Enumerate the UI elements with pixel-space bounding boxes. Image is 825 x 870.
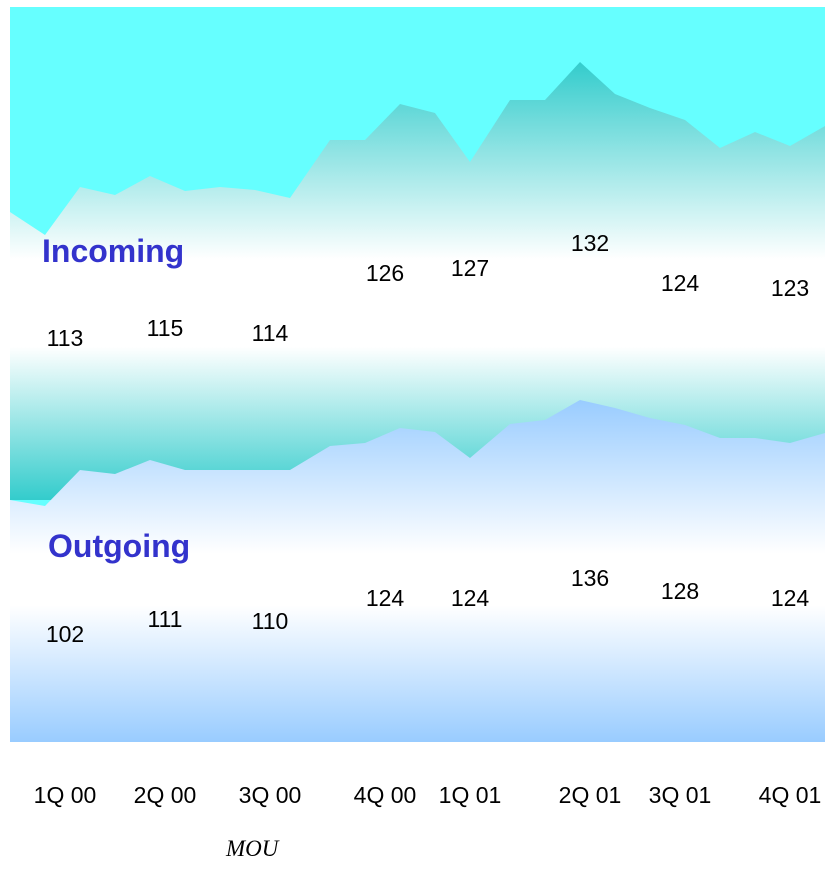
incoming-area <box>10 62 825 500</box>
x-tick-label: 2Q 01 <box>559 782 622 808</box>
x-tick-label: 3Q 01 <box>649 782 712 808</box>
x-tick-label: 4Q 00 <box>354 782 417 808</box>
outgoing-data-labels: 102 111 110 124 124 136 128 124 <box>46 565 810 647</box>
series-label-outgoing: Outgoing <box>48 528 190 564</box>
x-axis-tick-labels: 1Q 00 2Q 00 3Q 00 4Q 00 1Q 01 2Q 01 3Q 01 4Q 01 <box>34 782 822 808</box>
x-tick-label: 1Q 00 <box>34 782 97 808</box>
incoming-value-label: 123 <box>771 275 809 301</box>
incoming-value-label: 124 <box>661 270 700 296</box>
series-label-incoming: Incoming <box>42 233 184 269</box>
outgoing-value-label: 136 <box>571 565 609 591</box>
x-tick-label: 1Q 01 <box>439 782 502 808</box>
outgoing-value-label: 102 <box>46 621 84 647</box>
incoming-value-label: 132 <box>571 230 609 256</box>
incoming-value-label: 115 <box>147 315 184 341</box>
incoming-data-labels: 113 115 114 126 127 132 124 123 <box>47 230 810 351</box>
plot-area <box>10 7 825 742</box>
outgoing-value-label: 110 <box>252 608 289 634</box>
incoming-value-label: 113 <box>47 325 84 351</box>
x-tick-label: 3Q 00 <box>239 782 302 808</box>
footer-label: MOU <box>225 836 280 861</box>
outgoing-value-label: 124 <box>451 585 490 611</box>
outgoing-value-label: 128 <box>661 578 699 604</box>
incoming-value-label: 114 <box>252 320 289 346</box>
incoming-value-label: 126 <box>366 260 404 286</box>
x-tick-label: 2Q 00 <box>134 782 197 808</box>
outgoing-value-label: 111 <box>148 606 183 632</box>
incoming-value-label: 127 <box>451 255 489 281</box>
outgoing-area <box>10 400 825 742</box>
outgoing-value-label: 124 <box>771 585 810 611</box>
x-tick-label: 4Q 01 <box>759 782 822 808</box>
outgoing-value-label: 124 <box>366 585 405 611</box>
